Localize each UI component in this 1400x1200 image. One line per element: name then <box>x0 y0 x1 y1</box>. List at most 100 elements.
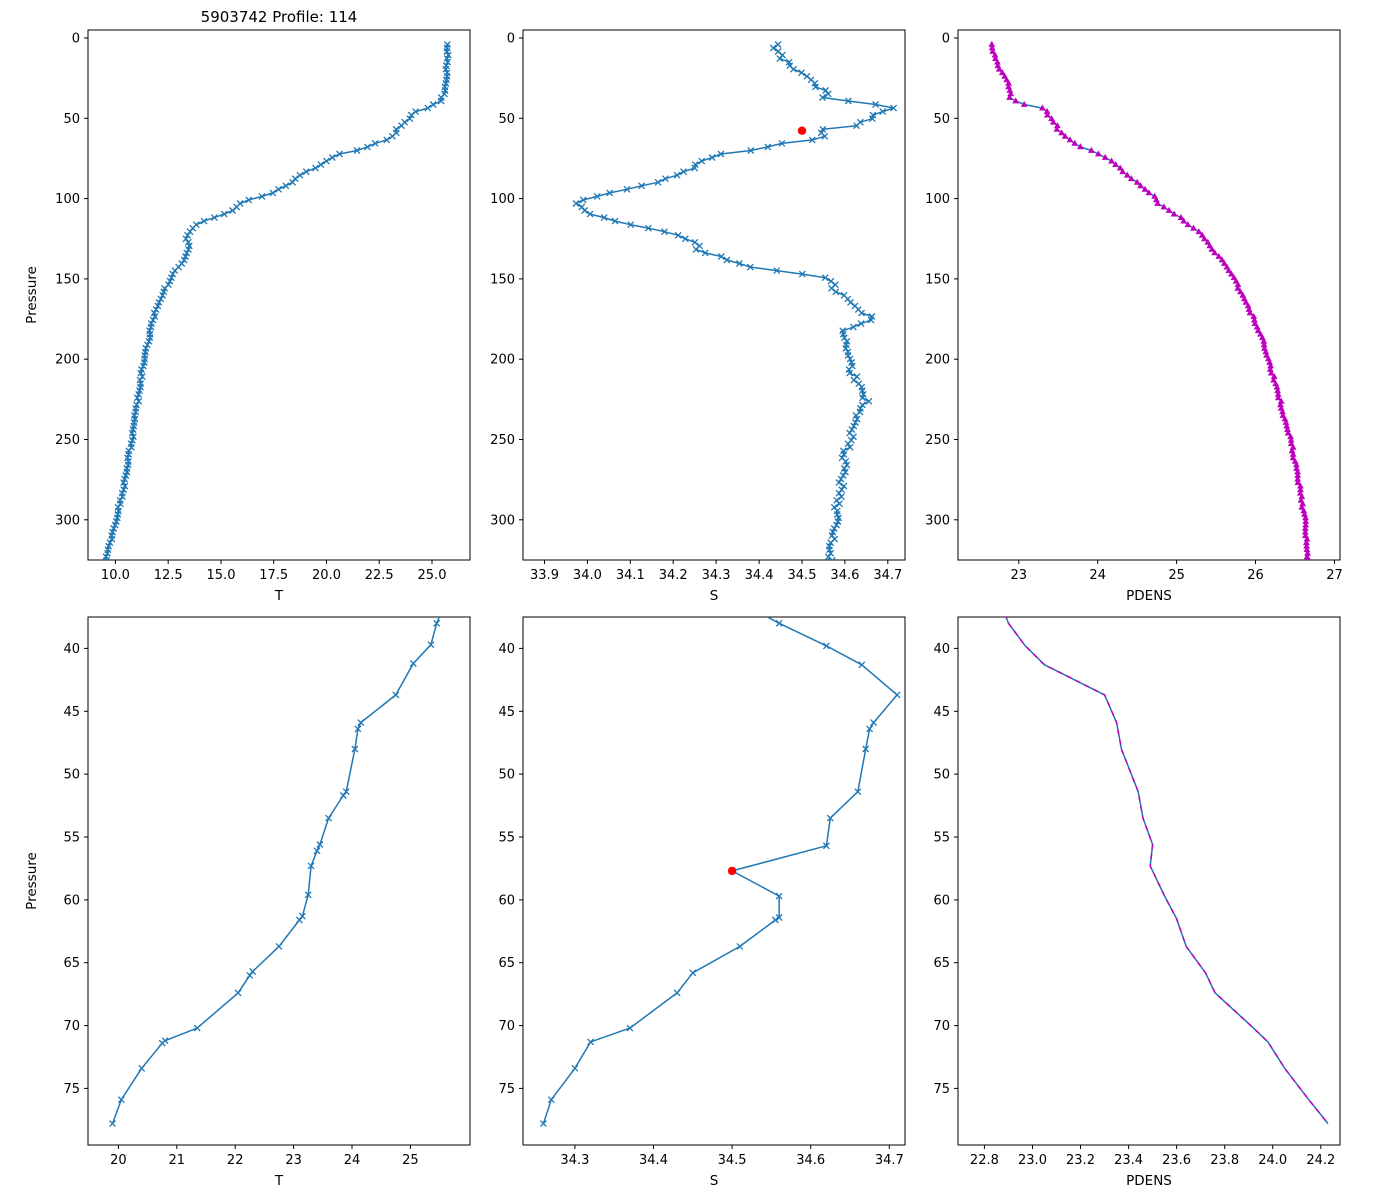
svg-text:25: 25 <box>402 1153 419 1168</box>
svg-text:100: 100 <box>925 192 950 207</box>
svg-text:T: T <box>274 1173 284 1189</box>
svg-text:200: 200 <box>55 353 80 368</box>
svg-text:34.4: 34.4 <box>639 1153 668 1168</box>
svg-text:100: 100 <box>490 192 515 207</box>
svg-text:23.0: 23.0 <box>1018 1153 1047 1168</box>
svg-text:40: 40 <box>63 642 80 657</box>
svg-text:10.0: 10.0 <box>101 568 130 583</box>
svg-text:34.5: 34.5 <box>788 568 817 583</box>
svg-text:34.7: 34.7 <box>875 1153 904 1168</box>
chart-temperature-full-profile: 10.0 12.5 15.0 17.5 20.0 22.5 25.0 0 50 100 150 200… <box>18 5 498 620</box>
svg-text:150: 150 <box>925 272 950 287</box>
svg-text:23.8: 23.8 <box>1210 1153 1239 1168</box>
svg-text:24: 24 <box>344 1153 361 1168</box>
svg-text:300: 300 <box>925 513 950 528</box>
chart-pdens-full-profile: 23 24 25 26 27 0 50 100 150 200 250 300 PDENS <box>888 5 1368 620</box>
svg-text:200: 200 <box>925 353 950 368</box>
svg-text:75: 75 <box>63 1082 80 1097</box>
svg-text:20: 20 <box>110 1153 127 1168</box>
svg-text:34.0: 34.0 <box>573 568 602 583</box>
svg-text:20.0: 20.0 <box>312 568 341 583</box>
svg-text:21: 21 <box>169 1153 186 1168</box>
svg-text:25: 25 <box>1168 568 1185 583</box>
svg-text:250: 250 <box>490 433 515 448</box>
svg-text:200: 200 <box>490 353 515 368</box>
svg-text:75: 75 <box>498 1082 515 1097</box>
svg-text:0: 0 <box>942 32 950 47</box>
svg-text:Pressure: Pressure <box>24 266 40 324</box>
svg-text:22.5: 22.5 <box>365 568 394 583</box>
svg-text:25.0: 25.0 <box>418 568 447 583</box>
svg-text:34.7: 34.7 <box>873 568 902 583</box>
chart-salinity-full-profile: 33.9 34.0 34.1 34.2 34.3 34.4 34.5 34.6 34.7 0 50 1… <box>453 5 933 620</box>
svg-text:22: 22 <box>227 1153 244 1168</box>
svg-text:70: 70 <box>933 1019 950 1034</box>
svg-text:S: S <box>710 588 719 604</box>
svg-text:S: S <box>710 1173 719 1189</box>
svg-text:15.0: 15.0 <box>207 568 236 583</box>
chart-temperature-zoom-profile: 20 21 22 23 24 25 40 45 50 55 60 65 70 75 T Pressure <box>18 592 498 1200</box>
svg-text:55: 55 <box>933 831 950 846</box>
svg-text:40: 40 <box>933 642 950 657</box>
svg-text:45: 45 <box>63 705 80 720</box>
svg-text:23.4: 23.4 <box>1114 1153 1143 1168</box>
svg-text:26: 26 <box>1247 568 1264 583</box>
svg-text:300: 300 <box>490 513 515 528</box>
svg-text:50: 50 <box>63 112 80 127</box>
figure-title: 5903742 Profile: 114 <box>200 8 358 26</box>
svg-text:300: 300 <box>55 513 80 528</box>
svg-text:55: 55 <box>498 831 515 846</box>
svg-text:150: 150 <box>55 272 80 287</box>
svg-text:27: 27 <box>1326 568 1343 583</box>
svg-text:70: 70 <box>63 1019 80 1034</box>
svg-text:65: 65 <box>933 956 950 971</box>
svg-text:PDENS: PDENS <box>1126 588 1172 604</box>
svg-text:50: 50 <box>498 768 515 783</box>
svg-text:250: 250 <box>55 433 80 448</box>
svg-text:24.2: 24.2 <box>1306 1153 1335 1168</box>
svg-text:70: 70 <box>498 1019 515 1034</box>
chart-pdens-zoom-profile: 22.8 23.0 23.2 23.4 23.6 23.8 24.0 24.2 40 45 50 55… <box>888 592 1368 1200</box>
svg-text:45: 45 <box>933 705 950 720</box>
svg-text:45: 45 <box>498 705 515 720</box>
svg-text:55: 55 <box>63 831 80 846</box>
svg-text:40: 40 <box>498 642 515 657</box>
svg-text:0: 0 <box>507 32 515 47</box>
chart-salinity-zoom-profile: 34.3 34.4 34.5 34.6 34.7 40 45 50 55 60 65 70 75 S <box>453 592 933 1200</box>
svg-text:24: 24 <box>1089 568 1106 583</box>
svg-text:34.3: 34.3 <box>702 568 731 583</box>
svg-text:34.4: 34.4 <box>745 568 774 583</box>
svg-text:150: 150 <box>490 272 515 287</box>
svg-text:Pressure: Pressure <box>24 852 40 910</box>
svg-text:24.0: 24.0 <box>1258 1153 1287 1168</box>
svg-text:23.6: 23.6 <box>1162 1153 1191 1168</box>
svg-text:34.6: 34.6 <box>796 1153 825 1168</box>
svg-text:23: 23 <box>285 1153 302 1168</box>
svg-text:34.3: 34.3 <box>560 1153 589 1168</box>
svg-text:17.5: 17.5 <box>259 568 288 583</box>
svg-text:34.5: 34.5 <box>718 1153 747 1168</box>
svg-text:50: 50 <box>933 112 950 127</box>
svg-text:12.5: 12.5 <box>154 568 183 583</box>
svg-text:50: 50 <box>498 112 515 127</box>
svg-text:34.6: 34.6 <box>830 568 859 583</box>
svg-text:60: 60 <box>63 893 80 908</box>
svg-text:T: T <box>274 588 284 604</box>
svg-text:22.8: 22.8 <box>970 1153 999 1168</box>
svg-text:33.9: 33.9 <box>530 568 559 583</box>
svg-text:100: 100 <box>55 192 80 207</box>
svg-text:65: 65 <box>63 956 80 971</box>
svg-text:60: 60 <box>498 893 515 908</box>
svg-text:50: 50 <box>933 768 950 783</box>
svg-text:34.2: 34.2 <box>659 568 688 583</box>
svg-text:34.1: 34.1 <box>616 568 645 583</box>
svg-text:60: 60 <box>933 893 950 908</box>
svg-text:23: 23 <box>1011 568 1028 583</box>
svg-text:250: 250 <box>925 433 950 448</box>
svg-text:23.2: 23.2 <box>1066 1153 1095 1168</box>
svg-text:50: 50 <box>63 768 80 783</box>
svg-text:PDENS: PDENS <box>1126 1173 1172 1189</box>
svg-text:75: 75 <box>933 1082 950 1097</box>
svg-text:0: 0 <box>72 32 80 47</box>
